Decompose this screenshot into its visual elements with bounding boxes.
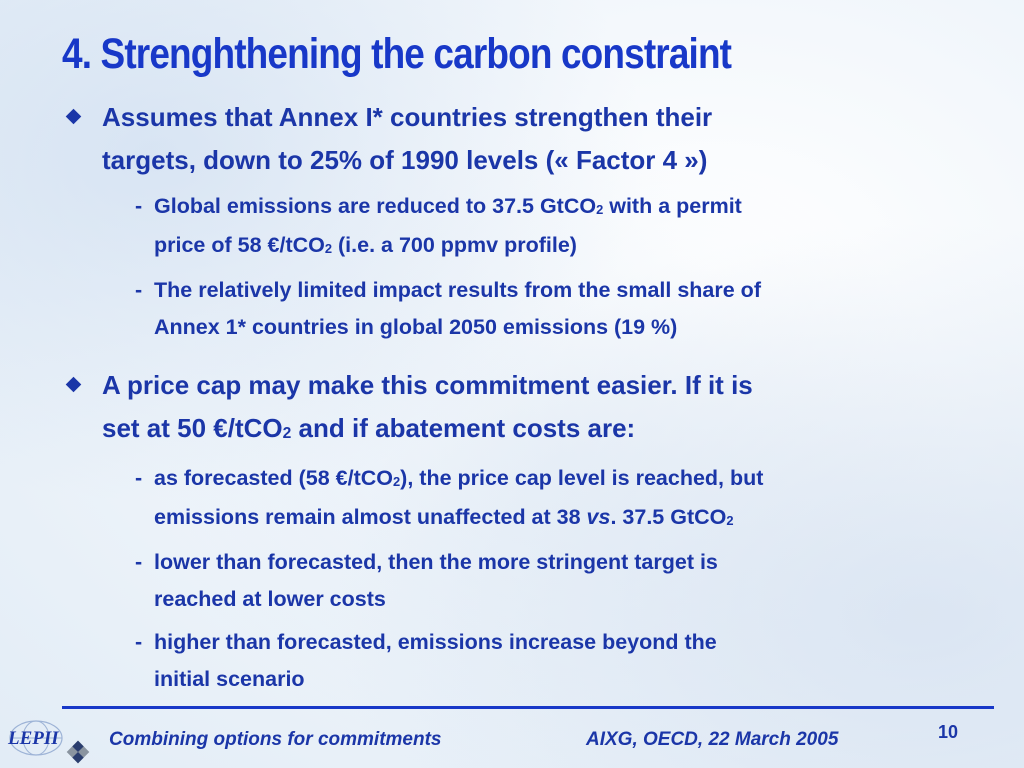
bullet-text-line: set at 50 €/tCO2 and if abatement costs … bbox=[102, 413, 636, 443]
subbullet-text-line: The relatively limited impact results fr… bbox=[154, 278, 761, 302]
footer-rule bbox=[62, 706, 994, 709]
diamond-bullet-icon bbox=[65, 376, 82, 393]
bullet-annex-targets: Assumes that Annex I* countries strength… bbox=[62, 96, 982, 182]
subbullet-text-line: Global emissions are reduced to 37.5 GtC… bbox=[154, 194, 742, 218]
slide-title: 4. Strenghthening the carbon constraint bbox=[62, 30, 732, 78]
bullet-price-cap: A price cap may make this commitment eas… bbox=[62, 364, 982, 454]
subbullet-limited-impact: - The relatively limited impact results … bbox=[62, 272, 982, 346]
footer-event-date: AIXG, OECD, 22 March 2005 bbox=[586, 729, 839, 750]
diamond-bullet-icon bbox=[65, 108, 82, 125]
dash-marker: - bbox=[135, 630, 143, 654]
dash-marker: - bbox=[135, 194, 143, 218]
dash-marker: - bbox=[135, 550, 143, 574]
globe-logo-icon: LEPII bbox=[7, 720, 90, 764]
subbullet-text-line: reached at lower costs bbox=[154, 587, 386, 611]
slide-body: Assumes that Annex I* countries strength… bbox=[62, 96, 982, 698]
subbullet-text-line: Annex 1* countries in global 2050 emissi… bbox=[154, 315, 678, 339]
footer-presentation-title: Combining options for commitments bbox=[109, 729, 442, 750]
subbullet-as-forecasted: - as forecasted (58 €/tCO2), the price c… bbox=[62, 460, 982, 538]
bullet-text-line: Assumes that Annex I* countries strength… bbox=[102, 102, 713, 132]
subbullet-global-emissions: - Global emissions are reduced to 37.5 G… bbox=[62, 188, 982, 266]
subbullet-text-line: lower than forecasted, then the more str… bbox=[154, 550, 718, 574]
subbullet-lower-than-forecasted: - lower than forecasted, then the more s… bbox=[62, 544, 982, 618]
svg-text:LEPII: LEPII bbox=[7, 728, 59, 749]
dash-marker: - bbox=[135, 466, 143, 490]
dash-marker: - bbox=[135, 278, 143, 302]
subbullet-text-line: higher than forecasted, emissions increa… bbox=[154, 630, 717, 654]
bullet-text-line: A price cap may make this commitment eas… bbox=[102, 370, 753, 400]
bullet-text-line: targets, down to 25% of 1990 levels (« F… bbox=[102, 145, 708, 175]
subbullet-text-line: as forecasted (58 €/tCO2), the price cap… bbox=[154, 466, 764, 490]
subbullet-text-line: initial scenario bbox=[154, 667, 305, 691]
subbullet-text-line: price of 58 €/tCO2 (i.e. a 700 ppmv prof… bbox=[154, 233, 577, 257]
page-number: 10 bbox=[938, 722, 959, 742]
subbullet-text-line: emissions remain almost unaffected at 38… bbox=[154, 505, 734, 529]
subbullet-higher-than-forecasted: - higher than forecasted, emissions incr… bbox=[62, 624, 982, 698]
